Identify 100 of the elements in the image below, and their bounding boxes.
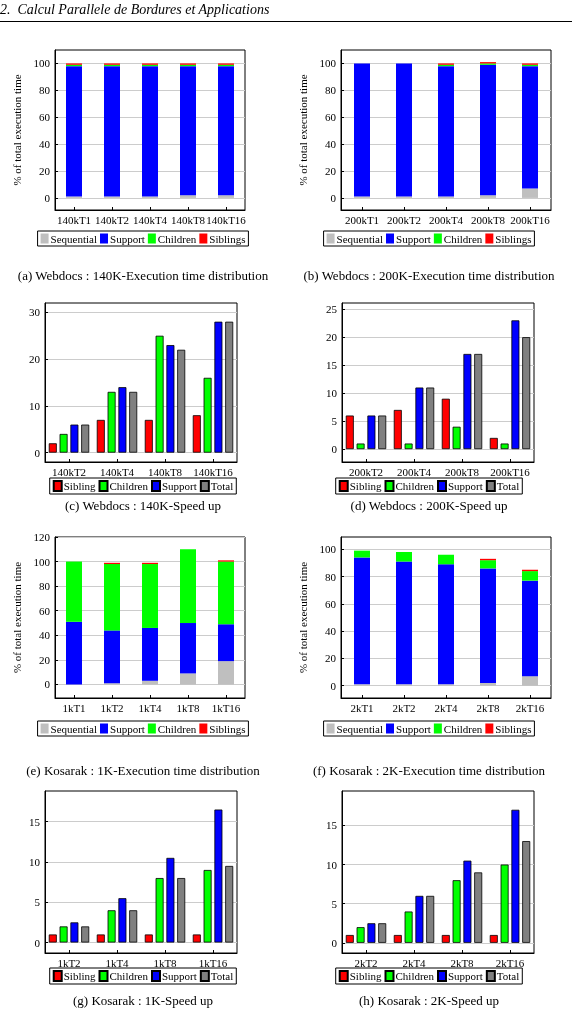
- x-tick-label: 200kT8: [444, 465, 480, 478]
- y-tick-label: 5: [331, 897, 338, 910]
- x-tick-label: 1kT4: [138, 701, 163, 714]
- y-tick-label: 5: [331, 415, 338, 428]
- legend-label: Sequential: [336, 722, 384, 735]
- y-tick-label: 0: [34, 446, 41, 459]
- y-tick-label: 20: [39, 165, 51, 178]
- y-tick-label: 80: [325, 570, 337, 583]
- text: 2. Calcul Parallele de Bordures et Applications: [0, 2, 572, 22]
- y-tick-label: 15: [326, 359, 338, 372]
- x-tick-label: 200kT2: [348, 465, 384, 478]
- x-tick-label: 2kT8: [450, 956, 475, 969]
- legend-label: Support: [448, 970, 483, 982]
- y-tick-label: 100: [319, 57, 337, 70]
- x-tick-label: 140kT2: [51, 465, 87, 478]
- y-tick-label: 0: [44, 678, 51, 691]
- y-tick-label: 10: [29, 399, 41, 412]
- legend-label: Children: [443, 722, 483, 735]
- legend-label: Siblings: [495, 232, 532, 245]
- text: (h) Kosarak : 2K-Speed up: [358, 992, 500, 1008]
- text: (d) Webdocs : 200K-Speed up: [350, 497, 508, 513]
- legend-label: Children: [109, 480, 149, 492]
- legend-label: Children: [395, 480, 435, 492]
- x-tick-label: 1kT2: [57, 956, 81, 969]
- y-tick-label: 80: [39, 84, 51, 97]
- y-axis-title: % of total execution time: [297, 561, 310, 674]
- y-tick-label: 80: [325, 84, 337, 97]
- legend-label: Children: [157, 722, 197, 735]
- y-tick-label: 0: [330, 679, 337, 692]
- x-tick-label: 1kT8: [153, 956, 178, 969]
- legend-label: Total: [210, 480, 234, 492]
- x-tick-label: 1kT16: [211, 701, 241, 714]
- legend-label: Support: [448, 480, 483, 492]
- x-tick-label: 2kT4: [402, 956, 427, 969]
- legend-label: Children: [109, 970, 149, 982]
- legend-label: Sibling: [349, 970, 382, 982]
- legend-label: Sibling: [349, 480, 382, 492]
- legend-label: Support: [162, 480, 197, 492]
- text: (b) Webdocs : 200K-Execution time distribution: [303, 267, 556, 283]
- x-tick-label: 1kT2: [100, 701, 124, 714]
- y-tick-label: 40: [39, 629, 51, 642]
- legend-label: Children: [443, 232, 483, 245]
- y-tick-label: 40: [39, 138, 51, 151]
- x-tick-label: 140kT16: [193, 465, 234, 478]
- text: (f) Kosarak : 2K-Execution time distribution: [312, 762, 546, 778]
- y-tick-label: 20: [39, 653, 51, 666]
- x-tick-label: 200kT8: [470, 213, 506, 226]
- x-tick-label: 2kT1: [350, 701, 374, 714]
- x-tick-label: 2kT2: [392, 701, 416, 714]
- x-tick-label: 140kT4: [132, 213, 168, 226]
- legend-label: Total: [496, 480, 520, 492]
- y-tick-label: 80: [39, 580, 51, 593]
- y-tick-label: 0: [34, 936, 41, 949]
- y-tick-label: 100: [33, 57, 51, 70]
- legend-label: Support: [110, 232, 145, 245]
- legend-label: Support: [396, 232, 431, 245]
- y-tick-label: 10: [29, 855, 41, 868]
- y-tick-label: 20: [325, 165, 337, 178]
- legend-label: Support: [110, 722, 145, 735]
- y-tick-label: 10: [326, 387, 338, 400]
- text: (g) Kosarak : 1K-Speed up: [72, 992, 214, 1008]
- text: (a) Webdocs : 140K-Execution time distribution: [17, 267, 269, 283]
- legend-label: Support: [162, 970, 197, 982]
- y-tick-label: 0: [44, 191, 51, 204]
- y-tick-label: 5: [34, 896, 41, 909]
- y-axis-title: % of total execution time: [297, 74, 310, 186]
- y-tick-label: 120: [33, 531, 51, 543]
- y-tick-label: 60: [39, 111, 51, 124]
- legend-label: Total: [210, 970, 234, 982]
- legend-label: Support: [396, 722, 431, 735]
- y-axis-title: % of total execution time: [11, 561, 24, 674]
- x-tick-label: 200kT4: [396, 465, 432, 478]
- y-tick-label: 15: [29, 815, 41, 828]
- text: (e) Kosarak : 1K-Execution time distribution: [26, 762, 261, 778]
- y-tick-label: 0: [330, 191, 337, 204]
- y-tick-label: 40: [325, 138, 337, 151]
- y-tick-label: 60: [325, 111, 337, 124]
- text: (c) Webdocs : 140K-Speed up: [64, 497, 222, 513]
- y-tick-label: 40: [325, 625, 337, 638]
- y-tick-label: 15: [326, 819, 338, 832]
- x-tick-label: 1kT1: [62, 701, 86, 714]
- x-tick-label: 140kT1: [56, 213, 92, 226]
- y-axis-title: % of total execution time: [11, 74, 24, 186]
- y-tick-label: 25: [326, 303, 338, 316]
- x-tick-label: 2kT2: [354, 956, 378, 969]
- x-tick-label: 140kT4: [99, 465, 135, 478]
- y-tick-label: 20: [29, 353, 41, 366]
- x-tick-label: 2kT8: [476, 701, 501, 714]
- legend-label: Sibling: [63, 480, 96, 492]
- y-tick-label: 20: [325, 652, 337, 665]
- y-tick-label: 20: [326, 331, 338, 344]
- x-tick-label: 200kT2: [386, 213, 422, 226]
- legend-label: Sequential: [336, 232, 384, 245]
- y-tick-label: 0: [331, 443, 338, 456]
- x-tick-label: 200kT1: [344, 213, 380, 226]
- x-tick-label: 2kT16: [515, 701, 545, 714]
- x-tick-label: 1kT16: [198, 956, 228, 969]
- legend-label: Siblings: [209, 722, 246, 735]
- legend-label: Sequential: [50, 722, 98, 735]
- x-tick-label: 200kT4: [428, 213, 464, 226]
